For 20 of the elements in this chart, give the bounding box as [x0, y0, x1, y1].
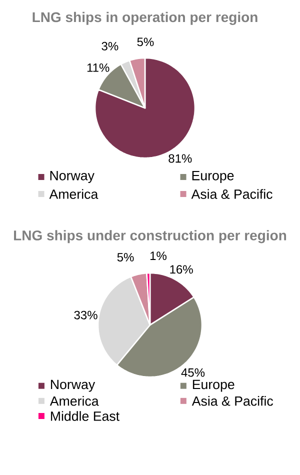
legend-label: America [49, 189, 98, 199]
data-label: 81% [168, 154, 192, 163]
data-label: 1% [150, 252, 166, 260]
legend-label: Norway [50, 380, 96, 392]
legend-label: Europe [192, 171, 234, 183]
data-label: 3% [102, 42, 118, 50]
legend-label: Asia & Pacific [192, 396, 274, 406]
chart-title: LNG ships under construction per region [14, 230, 286, 244]
data-label: 11% [87, 63, 110, 72]
data-label: 45% [181, 368, 205, 377]
chart-title: LNG ships in operation per region [32, 12, 258, 25]
data-label: 33% [74, 310, 98, 320]
data-label: 16% [170, 265, 193, 274]
legend-label: Norway [50, 171, 94, 183]
data-label: 5% [117, 253, 134, 262]
legend-label: Middle East [50, 411, 120, 421]
data-label: 5% [137, 38, 154, 46]
legend-label: Europe [192, 380, 234, 392]
legend-label: America [50, 396, 99, 406]
legend-label: Asia & Pacific [191, 189, 272, 199]
